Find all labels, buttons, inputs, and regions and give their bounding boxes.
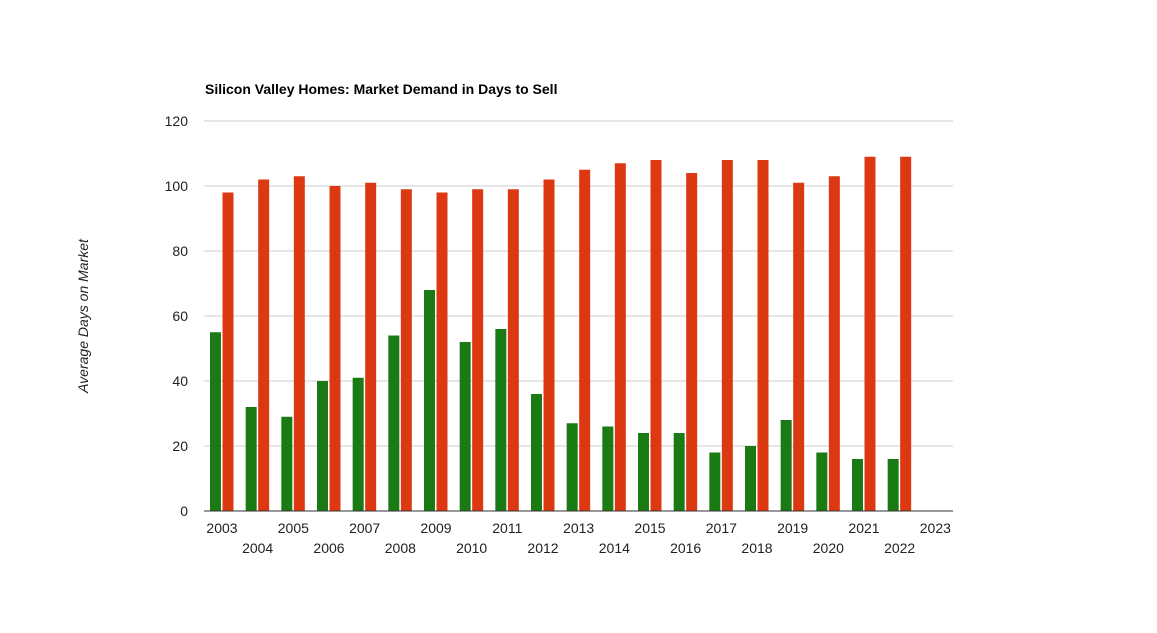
bar-series-1-2017 (709, 452, 721, 511)
bar-series-2-2006 (329, 186, 341, 511)
bar-series-2-2009 (436, 192, 448, 511)
x-tick-label: 2011 (492, 520, 522, 536)
bar-series-2-2012 (543, 179, 555, 511)
x-tick-label: 2006 (313, 540, 344, 556)
bar-series-1-2014 (602, 426, 614, 511)
x-tick-label: 2023 (920, 520, 951, 536)
bar-series-1-2013 (566, 423, 578, 511)
y-tick-label: 60 (172, 308, 188, 324)
bar-series-2-2021 (864, 156, 876, 511)
x-tick-label: 2019 (777, 520, 808, 536)
bar-series-1-2006 (317, 381, 328, 511)
bar-series-1-2003 (210, 332, 221, 511)
y-tick-label: 40 (172, 373, 188, 389)
x-tick-label: 2008 (385, 540, 416, 556)
bar-series-1-2010 (459, 342, 471, 511)
y-tick-label: 100 (165, 178, 189, 194)
x-tick-label: 2010 (456, 540, 487, 556)
bar-series-1-2007 (352, 377, 364, 511)
x-tick-label: 2018 (741, 540, 772, 556)
bar-series-1-2012 (531, 394, 542, 511)
x-tick-label: 2009 (420, 520, 451, 536)
y-tick-label: 20 (172, 438, 188, 454)
bar-series-1-2009 (424, 290, 435, 511)
bar-series-2-2015 (650, 160, 662, 511)
bar-series-2-2017 (721, 160, 733, 511)
bar-series-2-2003 (222, 192, 234, 511)
x-tick-label: 2007 (349, 520, 380, 536)
chart-title: Silicon Valley Homes: Market Demand in D… (205, 81, 557, 97)
bar-series-2-2020 (828, 176, 840, 511)
x-tick-label: 2003 (206, 520, 237, 536)
bar-series-2-2018 (757, 160, 769, 511)
x-tick-label: 2017 (706, 520, 737, 536)
x-tick-label: 2020 (813, 540, 844, 556)
y-tick-label: 0 (180, 503, 188, 519)
y-tick-label: 120 (165, 113, 189, 129)
bar-series-1-2021 (852, 459, 863, 511)
x-tick-label: 2021 (848, 520, 879, 536)
bar-series-2-2022 (900, 156, 912, 511)
bar-series-2-2013 (579, 169, 591, 511)
bar-series-1-2015 (638, 433, 649, 511)
bar-series-1-2011 (495, 329, 507, 511)
bar-series-2-2019 (793, 182, 805, 511)
bar-series-2-2007 (365, 182, 377, 511)
bar-series-2-2005 (293, 176, 305, 511)
bar-series-1-2016 (673, 433, 685, 511)
x-tick-label: 2015 (634, 520, 665, 536)
bar-series-2-2010 (472, 189, 484, 511)
bar-series-1-2018 (745, 446, 756, 511)
x-tick-label: 2016 (670, 540, 701, 556)
bar-series-1-2020 (816, 452, 828, 511)
bar-series-1-2008 (388, 335, 400, 511)
bar-series-2-2004 (258, 179, 270, 511)
x-tick-label: 2022 (884, 540, 915, 556)
bar-series-2-2008 (400, 189, 412, 511)
bar-series-2-2016 (686, 173, 698, 511)
x-tick-label: 2012 (527, 540, 558, 556)
bars (210, 156, 912, 511)
bar-series-1-2004 (245, 407, 257, 511)
y-axis-label: Average Days on Market (75, 238, 91, 394)
x-tick-label: 2004 (242, 540, 273, 556)
x-tick-label: 2005 (278, 520, 309, 536)
bar-series-1-2022 (887, 459, 899, 511)
bar-series-1-2019 (780, 420, 792, 511)
bar-series-2-2014 (614, 163, 626, 511)
bar-series-2-2011 (507, 189, 519, 511)
gridlines (204, 120, 953, 447)
y-tick-label: 80 (172, 243, 188, 259)
x-tick-label: 2013 (563, 520, 594, 536)
y-tick-labels: 0 20 40 60 80 100 120 (165, 113, 189, 519)
x-tick-label: 2014 (599, 540, 630, 556)
bar-series-1-2005 (281, 416, 293, 511)
